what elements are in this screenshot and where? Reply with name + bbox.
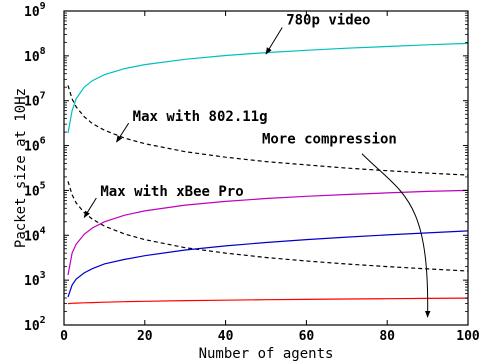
y-tick-label: 102 <box>24 315 46 334</box>
x-tick-label: 20 <box>137 329 153 344</box>
annotation-text-2: Max with 802.11g <box>133 109 268 125</box>
y-tick-label: 108 <box>24 46 46 65</box>
series-line-3 <box>67 181 469 272</box>
x-tick-label: 0 <box>60 329 68 344</box>
plot-frame <box>63 10 469 326</box>
x-tick-label: 40 <box>218 329 234 344</box>
y-tick-label: 105 <box>24 180 46 199</box>
y-tick-label: 103 <box>24 270 46 289</box>
y-tick-label: 106 <box>24 136 46 155</box>
y-tick-label: 109 <box>24 1 46 20</box>
series-line-6 <box>67 297 469 305</box>
series-line-4 <box>67 189 469 276</box>
y-tick-label: 107 <box>24 91 46 110</box>
annotation-arrow-3 <box>361 153 431 318</box>
y-axis-label: Packet size at 10Hz <box>13 88 29 248</box>
annotation-arrow-4 <box>83 197 97 219</box>
x-tick-label: 80 <box>379 329 395 344</box>
x-axis-label: Number of agents <box>199 346 334 362</box>
x-tick-label: 60 <box>299 329 315 344</box>
series-line-2 <box>67 85 469 176</box>
x-tick-label: 100 <box>456 329 480 344</box>
annotation-arrow-1 <box>265 27 283 55</box>
annotation-arrow-2 <box>116 122 130 143</box>
series-line-5 <box>67 230 469 298</box>
annotation-text-1: 780p video <box>286 13 370 29</box>
annotation-text-4: Max with xBee Pro <box>100 184 243 200</box>
y-tick-label: 104 <box>24 225 46 244</box>
annotation-text-3: More compression <box>262 132 397 148</box>
series-line-1 <box>67 42 469 134</box>
